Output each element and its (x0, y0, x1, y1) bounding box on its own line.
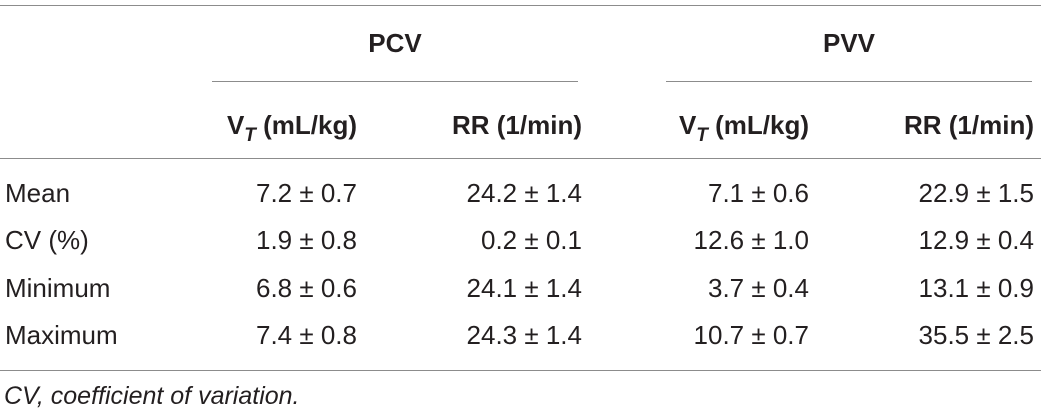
table-cell: 10.7 ± 0.7 (693, 320, 809, 350)
row-label: CV (%) (5, 225, 89, 255)
group-header-pvv: PVV (822, 28, 876, 58)
group-rule-pvv (666, 81, 1032, 82)
column-header-subscript: T (696, 125, 708, 146)
table-cell: 7.1 ± 0.6 (707, 178, 809, 208)
table-cell: 1.9 ± 0.8 (255, 225, 357, 255)
row-label: Minimum (5, 273, 111, 303)
table-cell: 6.8 ± 0.6 (255, 273, 357, 303)
header-bottom-rule (0, 158, 1041, 159)
row-label: Mean (5, 178, 71, 208)
table-cell: 7.2 ± 0.7 (255, 178, 357, 208)
row-label: Maximum (5, 320, 118, 350)
table-cell: 3.7 ± 0.4 (707, 273, 809, 303)
table-footnote: CV, coefficient of variation. (4, 382, 300, 410)
column-header-main: V (226, 110, 245, 140)
column-header-pcv-vt: VT (mL/kg) (150, 110, 357, 146)
table-cell: 12.9 ± 0.4 (918, 225, 1034, 255)
table-cell: 13.1 ± 0.9 (918, 273, 1034, 303)
column-header-pvv-rr: RR (1/min) (904, 110, 1034, 140)
table-cell: 22.9 ± 1.5 (918, 178, 1034, 208)
column-header-pcv-rr: RR (1/min) (452, 110, 582, 140)
group-header-pcv: PCV (368, 28, 422, 58)
table-cell: 12.6 ± 1.0 (693, 225, 809, 255)
table-bottom-rule (0, 370, 1041, 371)
column-header-subscript: T (244, 125, 256, 146)
table-cell: 24.1 ± 1.4 (466, 273, 582, 303)
table-top-rule (0, 5, 1041, 6)
column-header-main: V (678, 110, 697, 140)
table-cell: 24.3 ± 1.4 (466, 320, 582, 350)
table-cell: 24.2 ± 1.4 (466, 178, 582, 208)
table-cell: 7.4 ± 0.8 (255, 320, 357, 350)
column-header-pvv-vt: VT (mL/kg) (600, 110, 809, 146)
group-rule-pcv (212, 81, 578, 82)
table-cell: 35.5 ± 2.5 (918, 320, 1034, 350)
column-header-unit: (mL/kg) (707, 110, 809, 140)
table-cell: 0.2 ± 0.1 (480, 225, 582, 255)
column-header-unit: (mL/kg) (255, 110, 357, 140)
